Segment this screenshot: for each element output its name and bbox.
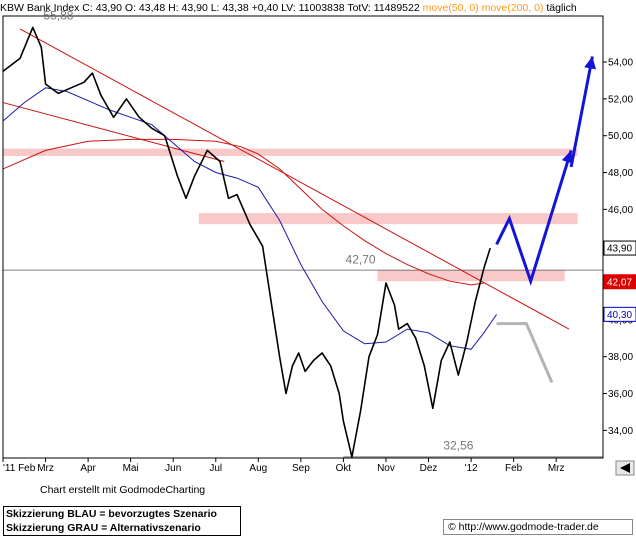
x-tick-label: Dez bbox=[420, 463, 438, 474]
x-tick-label: Mai bbox=[123, 463, 139, 474]
y-tick-label: 36,00 bbox=[608, 389, 633, 400]
price-line bbox=[2, 26, 491, 458]
copyright-link[interactable]: © http://www.godmode-trader.de bbox=[443, 519, 633, 535]
y-tick-label: 54,00 bbox=[608, 58, 633, 69]
chart-credit: Chart erstellt mit GodmodeCharting bbox=[40, 484, 206, 496]
price-badge-text: 40,30 bbox=[607, 310, 632, 321]
ma50-layer bbox=[2, 87, 498, 350]
y-tick-label: 48,00 bbox=[608, 168, 633, 179]
legend-blue-text: Skizzierung BLAU = bevorzugtes Szenario bbox=[6, 508, 217, 520]
y-tick-label: 46,00 bbox=[608, 205, 633, 216]
x-tick-label: Feb bbox=[505, 463, 523, 474]
trendline-0 bbox=[19, 28, 570, 330]
ma50-line bbox=[2, 87, 498, 350]
resistance-zone-1 bbox=[198, 213, 578, 225]
price-badges: 43,90 42,07 40,30 bbox=[603, 240, 636, 322]
blue-upper-arrow-head bbox=[584, 56, 596, 70]
total-volume-value: TotV: 11489522 bbox=[347, 2, 420, 14]
x-tick-label: '11 Feb bbox=[3, 463, 36, 474]
horizontal-levels bbox=[3, 269, 603, 458]
y-tick-label: 52,00 bbox=[608, 94, 633, 105]
price-badge-red bbox=[603, 274, 636, 290]
blue-scenario-path bbox=[495, 149, 573, 287]
x-tick-label: Sep bbox=[292, 463, 310, 474]
ma200-line bbox=[2, 138, 484, 286]
change-value: +0,40 bbox=[251, 2, 279, 14]
scroll-controls bbox=[615, 460, 635, 476]
x-tick-label: Nov bbox=[377, 463, 395, 474]
scenario-layer bbox=[495, 56, 596, 384]
high-value: H: 43,90 bbox=[168, 2, 208, 14]
x-tick-label: Okt bbox=[336, 463, 352, 474]
level-annotation: 32,56 bbox=[443, 439, 473, 453]
annotations: 55,88 42,70 32,56 bbox=[43, 9, 473, 453]
legend-grey-text: Skizzierung GRAU = Alternativszenario bbox=[6, 522, 201, 534]
plot-border bbox=[2, 15, 604, 459]
price-badge-current bbox=[603, 240, 636, 256]
trendline-1 bbox=[2, 102, 225, 162]
x-tick-label: Mrz bbox=[548, 463, 565, 474]
x-tick-label: Jun bbox=[165, 463, 181, 474]
grey-scenario-path bbox=[496, 322, 554, 384]
open-value: O: 43,48 bbox=[124, 2, 166, 14]
interval-label: täglich bbox=[546, 2, 577, 14]
chart-header: KBW Bank Index C: 43,90 O: 43,48 H: 43,9… bbox=[0, 0, 636, 16]
x-tick-label: '12 bbox=[465, 463, 478, 474]
blue-arrow-head bbox=[561, 150, 574, 164]
x-tick-label: Mrz bbox=[37, 463, 54, 474]
price-chart: 34,0036,0038,0040,0042,0044,0046,0048,00… bbox=[2, 9, 636, 476]
symbol-label: KBW Bank Index bbox=[0, 2, 80, 14]
x-tick-label: Apr bbox=[80, 463, 96, 474]
y-tick-label: 38,00 bbox=[608, 352, 633, 363]
y-tick-label: 34,00 bbox=[608, 426, 633, 437]
ma200-legend: move(200, 0) bbox=[481, 2, 544, 14]
low-value: L: 43,38 bbox=[210, 2, 249, 14]
resistance-zones bbox=[3, 148, 578, 282]
volume-value: LV: 11003838 bbox=[281, 2, 345, 14]
ma50-legend: move(50, 0) bbox=[422, 2, 479, 14]
price-badge-text: 42,07 bbox=[607, 277, 632, 288]
level-annotation: 42,70 bbox=[346, 253, 376, 267]
x-tick-label: Jul bbox=[209, 463, 222, 474]
x-axis: '11 Feb Mrz Apr Mai Jun Jul Aug Sep Okt Nov Dez '12… bbox=[2, 458, 565, 474]
y-tick-label: 50,00 bbox=[608, 131, 633, 142]
level-annotation: 55,88 bbox=[43, 9, 73, 23]
resistance-zone-0 bbox=[3, 148, 578, 156]
ma200-layer bbox=[2, 138, 484, 286]
trendlines bbox=[2, 28, 570, 330]
close-value: C: 43,90 bbox=[82, 2, 122, 14]
chevron-left-icon bbox=[620, 463, 630, 473]
price-layer bbox=[2, 26, 491, 458]
blue-scenario-upper-path bbox=[569, 56, 594, 168]
chart-frame bbox=[2, 15, 604, 459]
price-badge-blue bbox=[603, 306, 636, 322]
scenario-legend: Skizzierung BLAU = bevorzugtes Szenario … bbox=[3, 506, 241, 536]
price-badge-text: 43,90 bbox=[607, 244, 632, 255]
x-tick-label: Aug bbox=[249, 463, 267, 474]
